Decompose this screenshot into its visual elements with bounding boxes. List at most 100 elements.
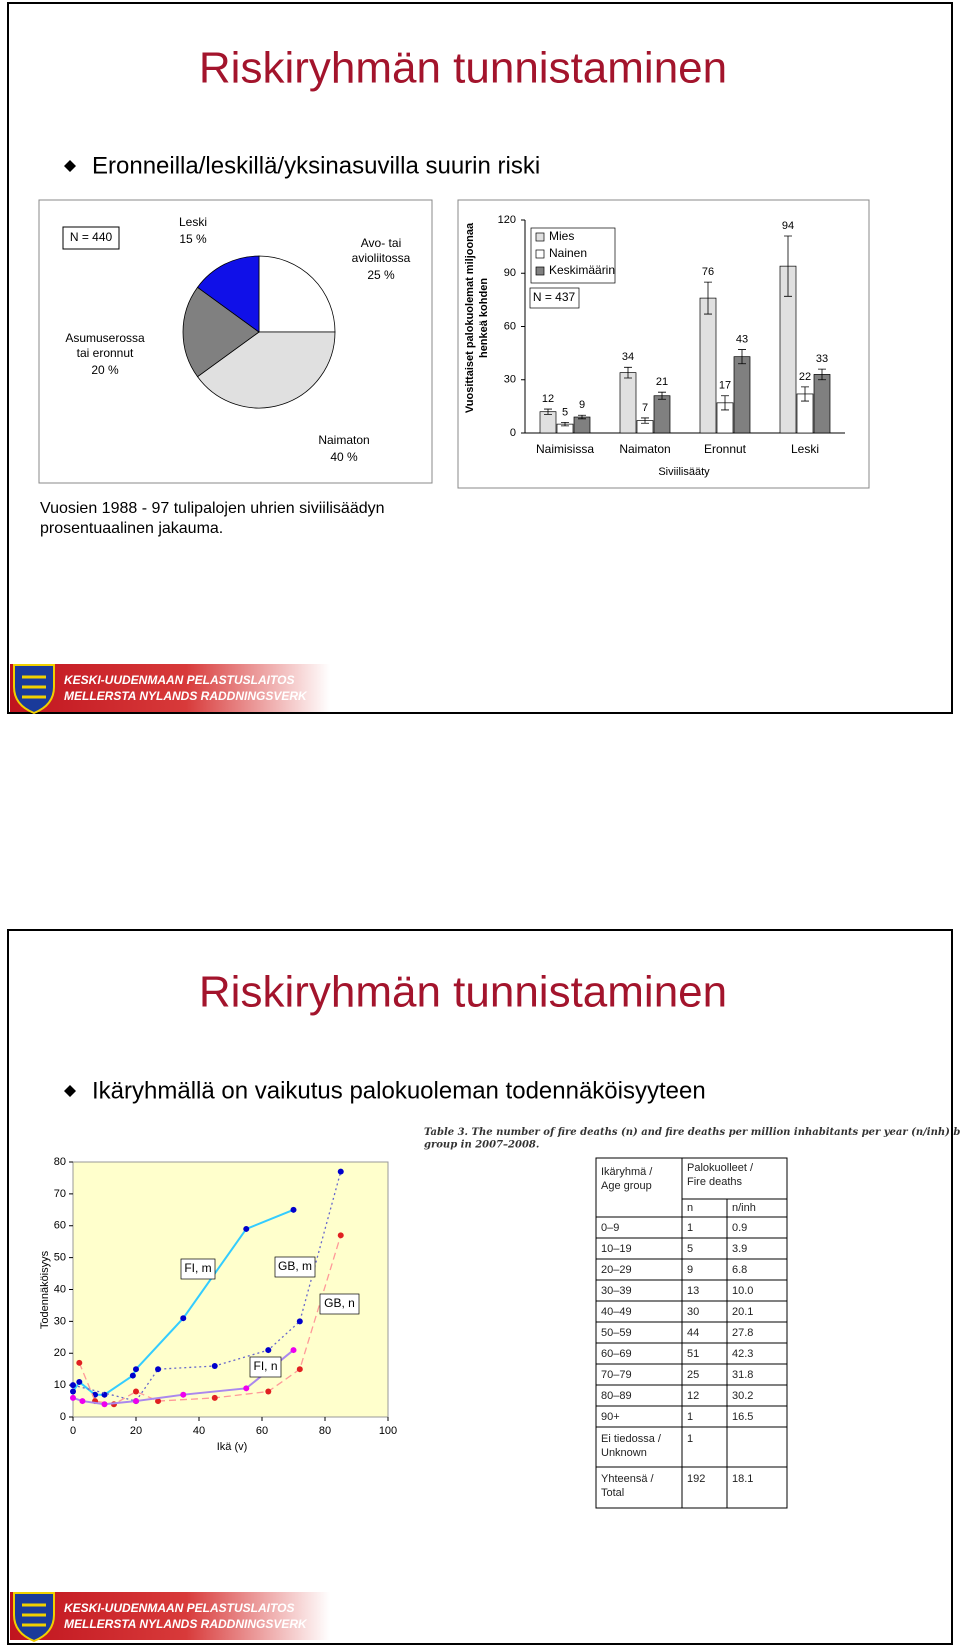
slice-label: Leski: [179, 215, 207, 229]
series-marker: [101, 1401, 108, 1408]
annotation: N = 437: [533, 290, 576, 304]
pie-slice: [258, 255, 336, 333]
series-marker: [155, 1366, 162, 1373]
table-cell: 60–69: [601, 1348, 632, 1360]
series-marker: [243, 1385, 250, 1392]
series-marker: [180, 1391, 187, 1398]
bullet-text: Ikäryhmällä on vaikutus palokuoleman tod…: [92, 1077, 706, 1104]
annotation-box: [62, 226, 120, 250]
slice-value: 25 %: [367, 268, 395, 282]
footer-line: KESKI-UUDENMAAN PELASTUSLAITOS: [64, 673, 294, 687]
table-cell: 40–49: [601, 1306, 632, 1318]
table-cell: 9: [687, 1264, 693, 1276]
x-axis-label: Ikä (v): [217, 1441, 248, 1453]
table-cell: 25: [687, 1369, 699, 1381]
x-tick-label: 60: [256, 1425, 268, 1437]
x-axis-label: Siviilisääty: [658, 466, 710, 478]
table-cell: 1: [687, 1433, 693, 1445]
series-marker: [76, 1378, 83, 1385]
error-bar: [784, 235, 792, 297]
table-cell: 12: [687, 1390, 699, 1402]
value-label: 21: [656, 376, 668, 388]
legend-swatch: [535, 249, 545, 259]
y-tick-label: 80: [54, 1156, 66, 1168]
series-marker: [211, 1363, 218, 1369]
series-label-box: [249, 1356, 282, 1378]
annotation-box: [529, 287, 580, 309]
table-cell: 30: [687, 1306, 699, 1318]
series-marker: [337, 1232, 344, 1239]
pie-slice: [196, 331, 336, 409]
series-marker: [79, 1398, 86, 1405]
value-label: 12: [542, 393, 554, 405]
series-label-box: [180, 1258, 216, 1280]
slide-title: Riskiryhmän tunnistaminen: [199, 968, 727, 1017]
series-label: GB, m: [278, 1259, 312, 1273]
table-cell: 16.5: [732, 1411, 753, 1423]
y-tick-label: 10: [54, 1379, 66, 1391]
value-label: 9: [579, 399, 585, 411]
series-label-box: [319, 1293, 360, 1315]
table-cell: Ei tiedossa / Unknown: [601, 1433, 662, 1459]
y-tick-label: 90: [504, 267, 516, 279]
table-cell: 51: [687, 1348, 699, 1360]
value-label: 17: [719, 380, 731, 392]
footer-banner: [10, 1592, 330, 1640]
value-label: 34: [622, 351, 634, 363]
table-cell: Yhteensä / Total: [601, 1473, 655, 1499]
y-tick-label: 70: [54, 1188, 66, 1200]
annotation: N = 440: [70, 230, 113, 244]
plot-area: [72, 1161, 389, 1418]
x-tick-label: Naimaton: [619, 442, 670, 456]
table-cell: 192: [687, 1473, 705, 1485]
table-subheader: n/inh: [732, 1202, 756, 1214]
x-tick-label: 40: [193, 1425, 205, 1437]
bullet-text: Eronneilla/leskillä/yksinasuvilla suurin…: [92, 152, 540, 179]
series-marker: [265, 1388, 272, 1395]
table-cell: 10–19: [601, 1243, 632, 1255]
y-tick-label: 60: [54, 1220, 66, 1232]
table-header: Palokuolleet / Fire deaths: [687, 1162, 754, 1188]
x-tick-label: 80: [319, 1425, 331, 1437]
x-tick-label: 100: [379, 1425, 397, 1437]
table-cell: 70–79: [601, 1369, 632, 1381]
series-marker: [290, 1206, 297, 1213]
table-cell: 42.3: [732, 1348, 753, 1360]
table-cell: 10.0: [732, 1285, 753, 1297]
series-marker: [133, 1388, 139, 1395]
series-marker: [180, 1315, 187, 1322]
bar: [813, 374, 831, 434]
bar: [733, 356, 751, 434]
series-marker: [265, 1347, 272, 1354]
bar: [539, 411, 557, 434]
error-bar: [561, 421, 569, 427]
table-caption: Table 3. The number of fire deaths (n) a…: [424, 1127, 960, 1151]
x-tick-label: 20: [130, 1425, 142, 1437]
legend-label: Keskimäärin: [549, 263, 615, 277]
footer-line: KESKI-UUDENMAAN PELASTUSLAITOS: [64, 1601, 294, 1615]
series-marker: [70, 1382, 76, 1389]
table-cell: 18.1: [732, 1473, 753, 1485]
error-bar: [738, 349, 746, 365]
table-cell: 0.9: [732, 1222, 747, 1234]
series-marker: [211, 1394, 218, 1401]
bar: [699, 297, 717, 434]
table-cell: 0–9: [601, 1222, 619, 1234]
error-bar: [641, 417, 649, 424]
bar: [573, 416, 591, 434]
table-cell: 1: [687, 1222, 693, 1234]
value-label: 76: [702, 266, 714, 278]
error-bar: [578, 414, 586, 420]
series-label: FI, m: [184, 1261, 211, 1275]
series-marker: [133, 1398, 139, 1405]
bar: [653, 395, 671, 434]
x-tick-label: Naimisissa: [536, 442, 594, 456]
y-tick-label: 40: [54, 1283, 66, 1295]
x-tick-label: Eronnut: [704, 442, 747, 456]
value-label: 5: [562, 406, 568, 418]
series-marker: [290, 1347, 297, 1354]
pie-slice: [196, 255, 260, 333]
y-tick-label: 0: [60, 1411, 66, 1423]
table-cell: 44: [687, 1327, 699, 1339]
y-axis-label: Todennäköisyys: [39, 1250, 51, 1329]
